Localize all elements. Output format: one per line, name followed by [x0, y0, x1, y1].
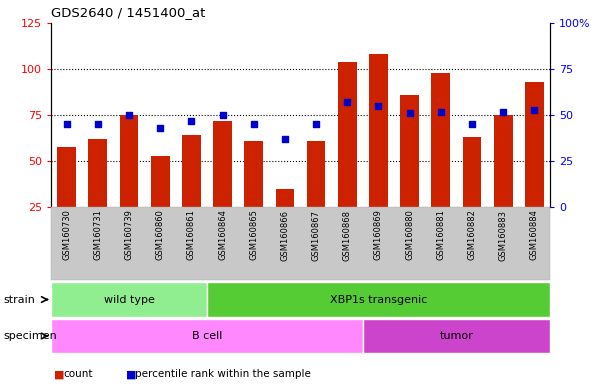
Point	[405, 110, 415, 116]
Text: GDS2640 / 1451400_at: GDS2640 / 1451400_at	[51, 6, 206, 19]
Text: GSM160865: GSM160865	[249, 210, 258, 260]
Bar	[400, 95, 419, 207]
Text: XBP1s transgenic: XBP1s transgenic	[330, 295, 427, 305]
Bar	[51, 319, 363, 353]
Text: GSM160868: GSM160868	[343, 210, 352, 261]
Point	[93, 121, 103, 127]
Bar	[463, 137, 481, 207]
Bar	[207, 282, 550, 317]
Point	[124, 112, 134, 118]
Text: wild type: wild type	[103, 295, 154, 305]
Text: GSM160739: GSM160739	[124, 210, 133, 260]
Text: GSM160882: GSM160882	[468, 210, 477, 260]
Bar	[182, 136, 201, 207]
Text: GSM160883: GSM160883	[499, 210, 508, 261]
Text: B cell: B cell	[192, 331, 222, 341]
Text: GSM160861: GSM160861	[187, 210, 196, 260]
Point	[498, 108, 508, 114]
Text: GSM160860: GSM160860	[156, 210, 165, 260]
Bar	[245, 141, 263, 207]
Bar	[276, 189, 294, 207]
Point	[218, 112, 227, 118]
Point	[186, 118, 196, 124]
Point	[529, 107, 539, 113]
Bar	[151, 156, 169, 207]
Text: GSM160869: GSM160869	[374, 210, 383, 260]
Text: specimen: specimen	[3, 331, 56, 341]
Text: ■: ■	[126, 369, 136, 379]
Text: GSM160867: GSM160867	[311, 210, 320, 261]
Point	[249, 121, 258, 127]
Point	[467, 121, 477, 127]
Text: GSM160884: GSM160884	[530, 210, 539, 260]
Text: GSM160864: GSM160864	[218, 210, 227, 260]
Bar	[432, 73, 450, 207]
Text: percentile rank within the sample: percentile rank within the sample	[135, 369, 311, 379]
Bar	[57, 147, 76, 207]
Text: GSM160730: GSM160730	[62, 210, 71, 260]
Point	[374, 103, 383, 109]
Point	[156, 125, 165, 131]
Text: GSM160880: GSM160880	[405, 210, 414, 260]
Text: ■: ■	[54, 369, 64, 379]
Text: GSM160881: GSM160881	[436, 210, 445, 260]
Text: tumor: tumor	[439, 331, 473, 341]
Bar	[369, 55, 388, 207]
Text: count: count	[63, 369, 93, 379]
Bar	[120, 115, 138, 207]
Text: strain: strain	[3, 295, 35, 305]
Point	[311, 121, 321, 127]
Bar	[88, 139, 107, 207]
Bar	[363, 319, 550, 353]
Point	[280, 136, 290, 142]
Point	[343, 99, 352, 105]
Text: GSM160866: GSM160866	[281, 210, 290, 261]
Point	[62, 121, 72, 127]
Point	[436, 108, 445, 114]
Text: GSM160731: GSM160731	[93, 210, 102, 260]
Bar	[338, 62, 356, 207]
Bar	[525, 82, 544, 207]
Bar	[213, 121, 232, 207]
Bar	[307, 141, 326, 207]
Bar	[494, 115, 513, 207]
Bar	[51, 282, 207, 317]
